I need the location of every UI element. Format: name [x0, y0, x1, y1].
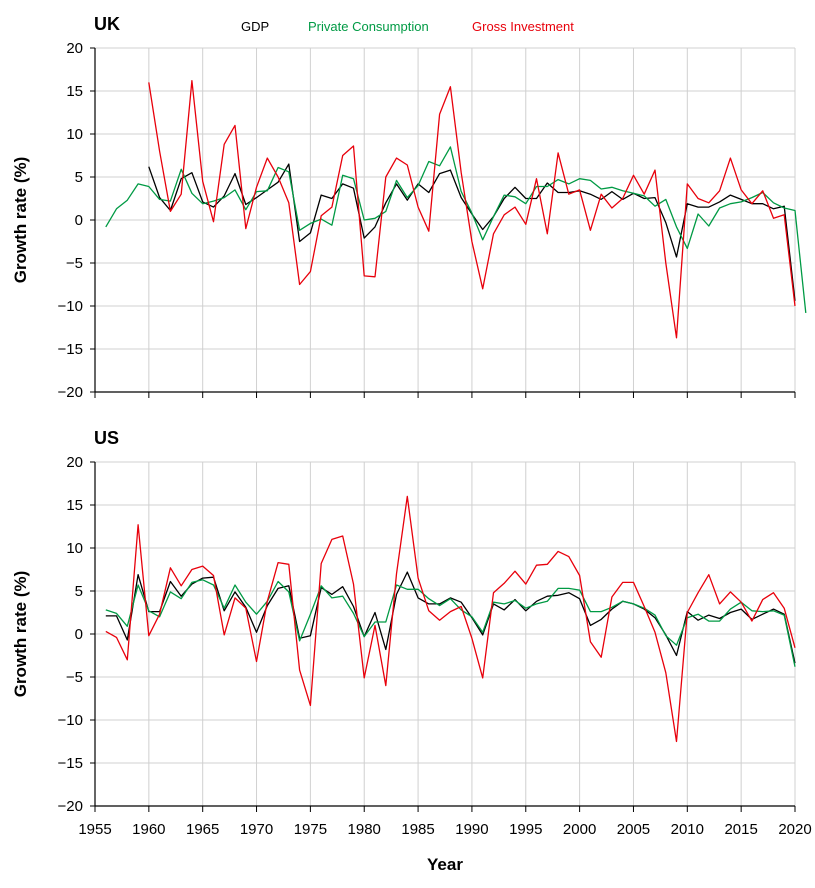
axes-uk: [90, 47, 796, 398]
series-line-gdp: [105, 571, 796, 664]
y-tick-label: 20: [66, 40, 83, 57]
legend-private-consumption: Private Consumption: [308, 19, 429, 34]
series-line-consumption: [105, 579, 796, 667]
x-tick-label: 1955: [78, 821, 111, 838]
legend-gdp: GDP: [241, 19, 269, 34]
x-tick-label: 1975: [294, 821, 327, 838]
y-tick-label: 5: [75, 583, 83, 600]
axes-us: [90, 461, 796, 812]
grid-us: [94, 461, 796, 807]
y-tick-label: 10: [66, 540, 83, 557]
x-tick-label: 2000: [563, 821, 596, 838]
y-tick-label: 15: [66, 497, 83, 514]
x-tick-label: 2005: [617, 821, 650, 838]
y-axis-title-uk: Growth rate (%): [11, 157, 30, 284]
x-tick-label: 2020: [778, 821, 811, 838]
y-tick-label: 0: [75, 212, 83, 229]
series-uk: [105, 80, 807, 339]
y-tick-label: −10: [58, 712, 83, 729]
y-tick-labels-us: 20 15 10 5 0 −5 −10 −15 −20: [58, 454, 83, 815]
x-tick-label: 2010: [671, 821, 704, 838]
y-tick-label: 20: [66, 454, 83, 471]
x-tick-label: 1980: [348, 821, 381, 838]
x-tick-label: 1965: [186, 821, 219, 838]
y-tick-label: −20: [58, 798, 83, 815]
y-tick-label: −15: [58, 755, 83, 772]
panel-uk: UK Growth rate (%) 20 15 10 5 0 −5 −10 −15 −20: [11, 14, 807, 401]
y-tick-label: −15: [58, 341, 83, 358]
x-tick-label: 1960: [132, 821, 165, 838]
y-tick-label: 5: [75, 169, 83, 186]
series-line-consumption: [105, 146, 807, 313]
x-tick-label: 2015: [724, 821, 757, 838]
y-tick-label: 15: [66, 83, 83, 100]
series-line-investment: [148, 80, 796, 339]
panel-title-uk: UK: [94, 14, 120, 34]
y-tick-label: −20: [58, 384, 83, 401]
y-axis-title-us: Growth rate (%): [11, 571, 30, 698]
y-tick-label: −10: [58, 298, 83, 315]
series-line-investment: [105, 495, 796, 743]
grid-uk: [94, 47, 796, 393]
x-axis-title: Year: [427, 855, 463, 874]
x-tick-label: 1995: [509, 821, 542, 838]
x-tick-label: 1990: [455, 821, 488, 838]
legend: GDP Private Consumption Gross Investment: [241, 19, 574, 34]
legend-gross-investment: Gross Investment: [472, 19, 574, 34]
x-tick-label: 1970: [240, 821, 273, 838]
series-us: [105, 495, 796, 743]
x-tick-labels: 1955 1960 1965 1970 1975 1980 1985 1990 1995 2000…: [78, 821, 811, 838]
y-tick-label: −5: [66, 255, 83, 272]
y-tick-label: 0: [75, 626, 83, 643]
y-tick-label: −5: [66, 669, 83, 686]
x-tick-label: 1985: [401, 821, 434, 838]
panel-title-us: US: [94, 428, 119, 448]
y-tick-labels-uk: 20 15 10 5 0 −5 −10 −15 −20: [58, 40, 83, 401]
y-tick-label: 10: [66, 126, 83, 143]
